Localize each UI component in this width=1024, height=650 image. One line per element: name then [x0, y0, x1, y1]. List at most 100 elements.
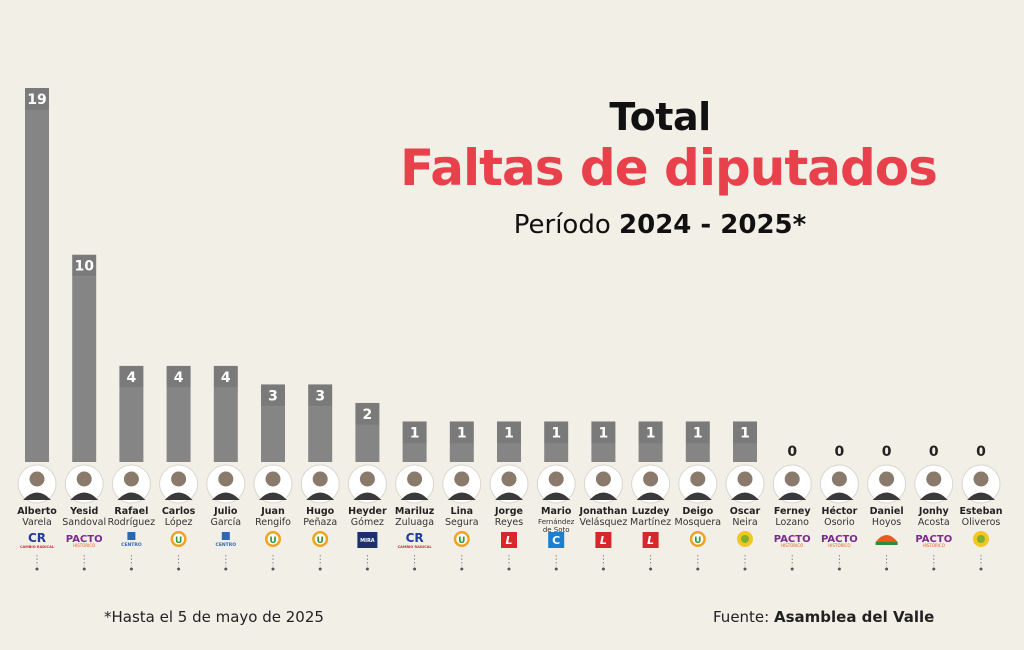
- avatar-head: [171, 471, 187, 487]
- tick-label-last-name: García: [211, 517, 242, 528]
- party-logo-mira: [357, 532, 378, 548]
- party-logo-stripe: [875, 542, 898, 545]
- avatar-head: [407, 471, 423, 487]
- period-label: Período: [513, 210, 611, 240]
- value-label-box: [213, 365, 238, 388]
- leader-dot: [413, 567, 417, 571]
- data-label: 0: [835, 444, 845, 460]
- party-logo-text: HISTÓRICO: [781, 543, 803, 548]
- data-label: 0: [929, 444, 939, 460]
- leader-dot: [790, 567, 794, 571]
- bar: [166, 387, 191, 462]
- leader-dot: [224, 567, 228, 571]
- party-logo-text: CENTRO: [216, 542, 237, 548]
- party-logo-cambio-radical: CR: [406, 531, 424, 545]
- bar: [25, 110, 49, 462]
- avatar-body: [731, 492, 759, 500]
- party-logo-text: CAMBIO RADICAL: [398, 545, 433, 549]
- avatar-head: [926, 471, 942, 487]
- party-logo-wave: [875, 535, 898, 542]
- value-label-box: [638, 421, 663, 444]
- value-label-box: [72, 254, 97, 277]
- data-label: 10: [74, 259, 94, 275]
- value-label-box: [166, 365, 191, 388]
- avatar-head: [737, 471, 753, 487]
- party-logo-glyph: U: [269, 536, 276, 546]
- leader-dot: [649, 567, 653, 571]
- data-label: 1: [599, 425, 609, 441]
- tick-label-last-name: Osorio: [824, 517, 855, 528]
- tick-label-first-name: Mariluz: [395, 506, 435, 517]
- bar: [638, 443, 663, 462]
- avatar-body: [683, 492, 712, 500]
- title-total: Total: [609, 95, 711, 139]
- data-label: 3: [268, 388, 278, 404]
- avatar-head: [76, 471, 92, 487]
- tick-label-last-name: Varela: [22, 517, 52, 528]
- value-label-box: [591, 421, 616, 444]
- value-label-box: [402, 421, 427, 444]
- leader-dot: [177, 567, 181, 571]
- tick-label-first-name: Yesid: [69, 506, 98, 517]
- party-logo-glyph: U: [317, 536, 324, 546]
- leader-dot: [837, 567, 841, 571]
- avatar-body: [825, 492, 854, 500]
- value-label-box: [119, 365, 144, 388]
- tick-label-first-name: Mario: [541, 506, 572, 517]
- avatar-head: [643, 471, 659, 487]
- tick-label-last-name: Oliveros: [962, 517, 1001, 528]
- source-label: Fuente:: [713, 608, 770, 626]
- party-logo-inner: [741, 535, 749, 543]
- avatar-head: [265, 471, 281, 487]
- period-years: 2024 - 2025*: [619, 210, 807, 240]
- party-logo-inner: [977, 535, 985, 543]
- tick-label-first-name: Alberto: [17, 506, 57, 517]
- avatar-body: [636, 492, 665, 500]
- leader-dot: [271, 567, 275, 571]
- data-label: 1: [551, 425, 561, 441]
- bar: [591, 443, 616, 462]
- tick-label-last-name: Segura: [445, 517, 479, 528]
- value-label-box: [355, 402, 380, 425]
- avatar-body: [306, 492, 335, 500]
- data-label: 4: [127, 370, 137, 386]
- leader-dot: [129, 567, 133, 571]
- tick-label-last-name: Zuluaga: [395, 517, 434, 528]
- chart-title-block: Total Faltas de diputados Período 2024 -…: [400, 95, 938, 245]
- avatar-head: [690, 471, 706, 487]
- tick-label-first-name: Carlos: [162, 506, 196, 517]
- party-logo-glyph: C: [552, 534, 560, 547]
- bar: [402, 443, 427, 462]
- value-label-box: [685, 421, 710, 444]
- tick-label-first-name: Ferney: [774, 506, 811, 517]
- tick-label-first-name: Lina: [451, 506, 473, 517]
- party-logo-inner: [267, 533, 279, 545]
- avatar-body: [589, 492, 618, 500]
- avatar-head: [359, 471, 375, 487]
- tick-label-last-name: Reyes: [495, 517, 523, 528]
- bar: [685, 443, 710, 462]
- tick-label-last-name-2: de Soto: [543, 526, 570, 534]
- tick-label-last-name: Gómez: [351, 517, 384, 528]
- bar: [213, 387, 238, 462]
- party-logo-text: HISTÓRICO: [923, 543, 945, 548]
- tick-label-last-name: Peñaza: [303, 517, 337, 528]
- tick-label-last-name: Neira: [732, 517, 757, 528]
- bar: [733, 443, 757, 462]
- party-logo-glyph: U: [458, 536, 465, 546]
- data-label: 1: [504, 425, 514, 441]
- party-logo-glyph: L: [600, 534, 607, 547]
- data-label: 19: [27, 92, 46, 108]
- tick-label-last-name: Rengifo: [255, 517, 291, 528]
- tick-label-first-name: Jorge: [494, 506, 523, 517]
- avatar-body: [778, 492, 807, 500]
- chart-title: Faltas de diputados: [400, 139, 938, 197]
- tick-label-first-name: Hugo: [306, 506, 335, 517]
- leader-dot: [885, 567, 889, 571]
- leader-dot: [82, 567, 86, 571]
- data-label: 1: [646, 425, 656, 441]
- bar: [261, 406, 285, 462]
- bar: [355, 424, 380, 462]
- avatar-body: [447, 492, 476, 500]
- data-label: 1: [693, 425, 703, 441]
